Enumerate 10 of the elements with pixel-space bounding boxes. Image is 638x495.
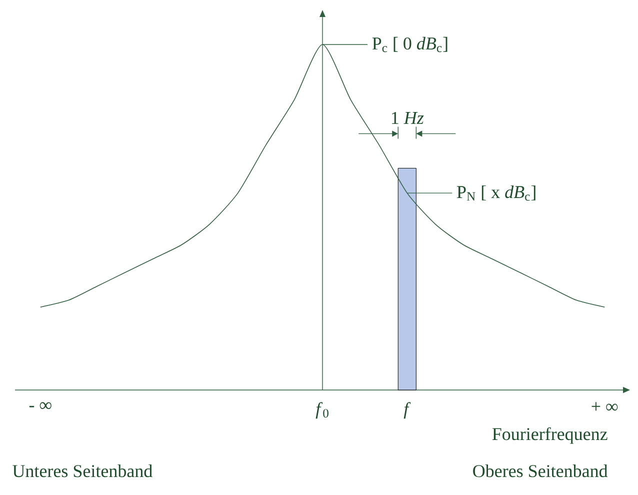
x-tick-label: - ∞ (29, 402, 52, 410)
band-label: 1 Hz (392, 112, 424, 124)
x-tick-label: f$_{0}$ (316, 402, 328, 419)
x-tick-label: + ∞ (592, 402, 618, 411)
x-axis-title: Fourierfrequenz (492, 427, 608, 444)
text: Unteres Seitenband (12, 464, 152, 478)
annotation: P$_{c}$ [ 0 dB$_{c}$] (372, 36, 448, 52)
annotation: P$_{N}$ [ x dB$_{c}$] (457, 185, 536, 201)
text: Oberes Seitenband (473, 464, 608, 478)
x-tick-label: f (404, 402, 411, 419)
